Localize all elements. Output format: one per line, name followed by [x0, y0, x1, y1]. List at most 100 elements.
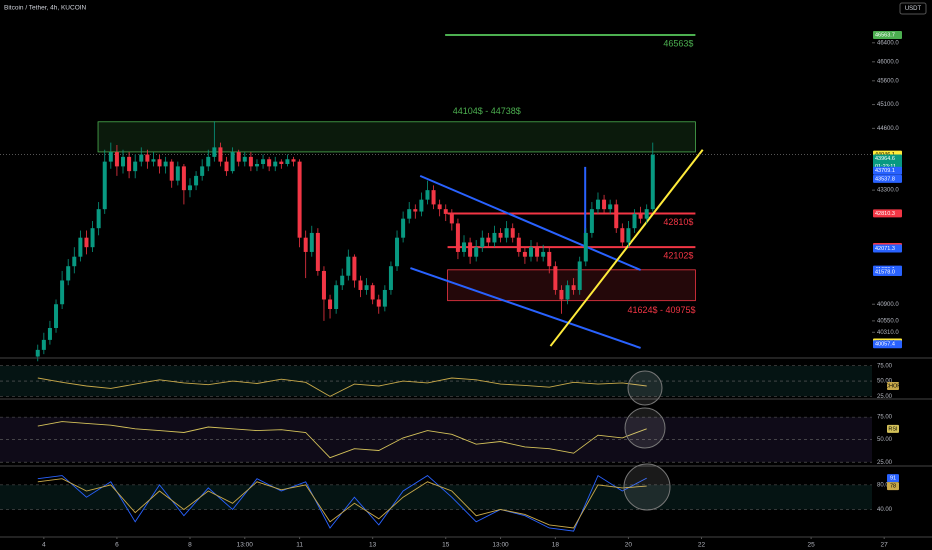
price-tag-label: 41578.0	[875, 269, 895, 275]
candle-body	[431, 190, 436, 205]
candle-body	[620, 228, 625, 243]
candle-body	[254, 164, 259, 167]
candle-body	[395, 237, 400, 267]
candle-body	[455, 223, 460, 252]
candle-body	[224, 161, 229, 172]
candle-body	[425, 190, 430, 200]
candle-body	[72, 256, 77, 267]
candle-body	[328, 299, 333, 309]
candle-body	[175, 166, 180, 181]
indicator-line	[37, 377, 647, 397]
indicator-value: 78	[890, 484, 896, 490]
candle-body	[565, 285, 570, 300]
candle-body	[309, 232, 314, 252]
price-tag-label: 43537.8	[875, 176, 895, 182]
line-label: 42102$	[663, 250, 693, 260]
currency-box[interactable]	[899, 2, 927, 15]
y-tick-label: 40900.0	[877, 302, 899, 308]
candle-body	[102, 161, 107, 210]
candle-body	[169, 161, 174, 181]
x-tick-label: 15	[442, 542, 450, 549]
candle-body	[60, 280, 65, 305]
candle-body	[340, 275, 345, 286]
candle-body	[145, 154, 150, 162]
candle-body	[108, 152, 113, 162]
candle-body	[285, 159, 290, 165]
candle-body	[181, 166, 186, 191]
price-zone	[447, 269, 696, 302]
y-tick-label: 44600.0	[877, 126, 899, 132]
candle-body	[346, 256, 351, 276]
trend-line	[549, 149, 704, 347]
candle-body	[553, 266, 558, 290]
candle-body	[388, 266, 393, 290]
candle-body	[583, 232, 588, 262]
candle-body	[650, 154, 655, 210]
price-tag	[873, 31, 902, 40]
candle-body	[267, 159, 272, 167]
x-tick-label: 27	[881, 542, 889, 549]
candle-body	[66, 266, 71, 281]
candle-body	[187, 185, 192, 191]
y-tick-label: 40550.0	[877, 318, 899, 324]
candle-body	[212, 147, 217, 157]
candle-body	[644, 209, 649, 219]
band	[0, 417, 872, 463]
currency[interactable]: USDT	[905, 6, 922, 12]
x-tick-label: 13	[369, 542, 377, 549]
candle-body	[133, 161, 138, 172]
candle-body	[321, 270, 326, 300]
candle-body	[407, 209, 412, 219]
candle-body	[535, 247, 540, 257]
candle-body	[510, 228, 515, 238]
price-tag	[873, 268, 902, 277]
candle-body	[589, 209, 594, 233]
candle-body	[443, 209, 448, 214]
candle-body	[334, 285, 339, 309]
price-zone	[97, 121, 696, 153]
candle-body	[571, 285, 576, 290]
candle-body	[230, 152, 235, 172]
y-tick-label: 25.00	[877, 394, 893, 400]
candle-body	[273, 161, 278, 167]
price-tag	[873, 209, 902, 218]
candle-body	[577, 261, 582, 290]
candle-body	[297, 161, 302, 238]
price-tag	[873, 174, 902, 183]
candle-body	[401, 218, 406, 238]
candle-body	[602, 199, 607, 210]
indicator-tag	[887, 482, 899, 491]
candle-body	[54, 304, 59, 329]
candle-body	[358, 280, 363, 290]
y-tick-label: 40310.0	[877, 330, 899, 336]
y-tick-label: 80.00	[877, 482, 893, 488]
x-tick-label: 18	[552, 542, 560, 549]
candle-body	[35, 349, 40, 357]
candle-body	[218, 147, 223, 162]
x-tick-label: 13:00	[237, 542, 254, 549]
candle-body	[437, 204, 442, 210]
candle-body	[236, 152, 241, 162]
candle-body	[242, 156, 247, 162]
candle-body	[468, 242, 473, 257]
price-tag-label: 42810.3	[875, 211, 895, 217]
candle-body	[632, 213, 637, 229]
candle-body	[376, 299, 381, 307]
indicator-name: RSI	[888, 426, 898, 432]
candle-body	[279, 161, 284, 165]
candle-body	[364, 285, 369, 290]
candle-body	[547, 251, 552, 267]
x-tick-label: 4	[42, 542, 46, 549]
candle-body	[614, 204, 619, 229]
candle-body	[261, 159, 266, 165]
x-tick-label: 6	[115, 542, 119, 549]
candle-body	[139, 154, 144, 162]
candle-body	[382, 289, 387, 307]
price-tag	[873, 154, 902, 171]
price-tag	[873, 340, 902, 349]
price-tag-label: 42071.3	[875, 246, 895, 252]
price-tag	[873, 166, 902, 175]
x-tick-label: 22	[698, 542, 706, 549]
